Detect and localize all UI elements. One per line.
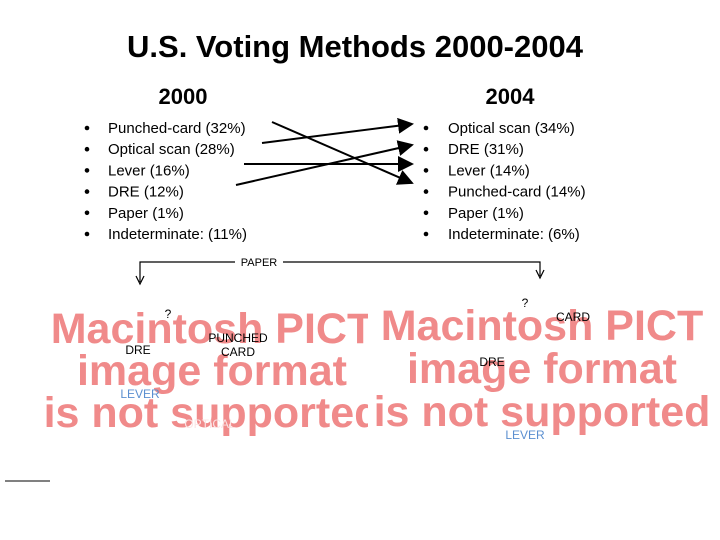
list-item: Punched-card (14%)	[448, 184, 586, 201]
bullet	[423, 231, 429, 237]
list-item: Paper (1%)	[448, 205, 524, 222]
bracket-arrow	[135, 275, 145, 286]
bullet	[84, 231, 90, 237]
list-item: Punched-card (32%)	[108, 120, 246, 137]
diagram-label: ?	[522, 296, 529, 310]
arrow	[261, 117, 414, 144]
bullet	[423, 189, 429, 194]
list-item: Optical scan (28%)	[108, 141, 235, 158]
list-item: Indeterminate: (11%)	[108, 226, 247, 243]
bullet	[423, 125, 429, 131]
bullet	[84, 189, 90, 194]
bullet	[423, 168, 429, 173]
list-item: Paper (1%)	[108, 205, 184, 222]
image-placeholder: Macintosh PICT image format is not suppo…	[374, 302, 711, 436]
diagram-label: OPTICAL	[184, 417, 236, 431]
lists: Punched-card (32%) Optical scan (28%) Leve…	[84, 120, 586, 243]
diagram-label: ?	[165, 307, 172, 321]
bracket-arrow	[535, 269, 545, 280]
arrow	[235, 140, 414, 186]
image-placeholder: Macintosh PICT image format is not suppo…	[44, 305, 381, 437]
diagram-label: LEVER	[505, 428, 545, 442]
list-item: DRE (31%)	[448, 141, 524, 158]
placeholder-text: is not supported	[44, 389, 381, 437]
diagram-label: LEVER	[120, 387, 160, 401]
placeholder-text: Macintosh PICT	[51, 305, 374, 353]
placeholder-text: image format	[407, 345, 677, 393]
bracket-label: PAPER	[241, 257, 278, 269]
label-bg	[235, 255, 283, 269]
list-item: Optical scan (34%)	[448, 120, 575, 137]
bullet	[423, 210, 429, 216]
bracket	[135, 261, 545, 286]
arrows	[235, 117, 414, 186]
placeholder-text: is not supported	[374, 388, 711, 436]
bullet	[84, 168, 90, 173]
diagram-label: DRE	[125, 343, 150, 357]
bracket-line	[139, 261, 541, 282]
bullet	[84, 125, 90, 131]
diagram-label: CARD	[556, 310, 590, 324]
title: U.S. Voting Methods 2000-2004	[127, 29, 584, 64]
placeholder-text: Macintosh PICT	[381, 302, 704, 350]
placeholder-text: image format	[77, 347, 347, 395]
list-item: Indeterminate: (6%)	[448, 226, 580, 243]
bullet	[84, 146, 90, 152]
list-item: Lever (14%)	[448, 162, 530, 179]
diagram-label: CARD	[221, 345, 255, 359]
column-heading: 2004	[486, 84, 536, 109]
placeholder-bg	[368, 300, 716, 440]
diagram-label: PUNCHED	[208, 331, 268, 345]
list-item: Lever (16%)	[108, 162, 190, 179]
column-heading: 2000	[159, 84, 208, 109]
bullet	[84, 210, 90, 216]
arrow	[271, 121, 414, 185]
list-item: DRE (12%)	[108, 184, 184, 201]
bullet	[423, 146, 429, 152]
diagram-label: DRE	[479, 355, 504, 369]
